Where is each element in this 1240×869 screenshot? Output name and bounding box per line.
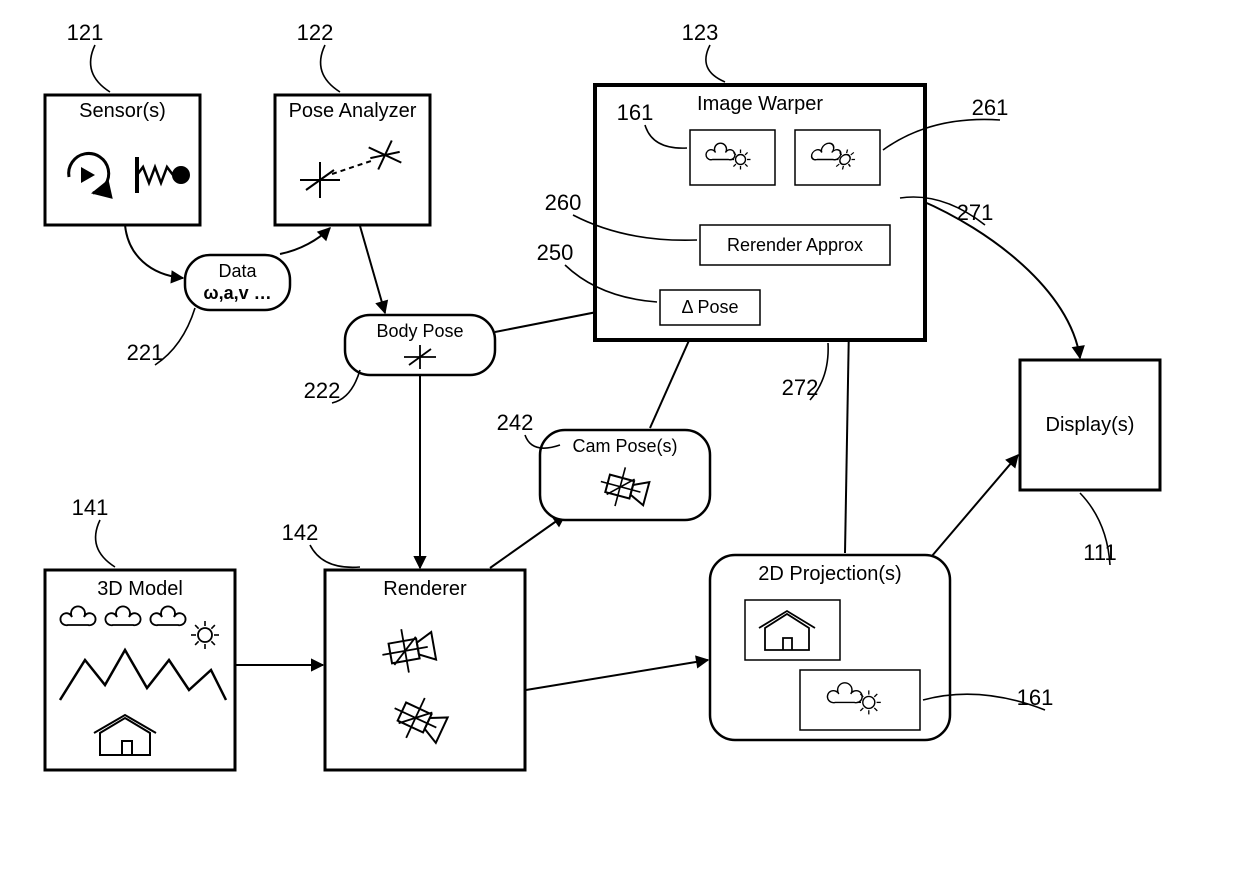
ref-122: 122 <box>297 20 334 45</box>
edge-projections-displays <box>920 455 1018 570</box>
label: Pose Analyzer <box>289 100 417 122</box>
label: Δ Pose <box>681 297 738 317</box>
label: 3D Model <box>97 578 183 600</box>
label: Rerender Approx <box>727 235 863 255</box>
label: Body Pose <box>376 321 463 341</box>
node-displays: Display(s) <box>1020 360 1160 490</box>
edge-image_warper-displays <box>920 200 1080 358</box>
label: Data <box>218 261 257 281</box>
ref-leader-141 <box>96 520 115 567</box>
ref-261: 261 <box>972 95 1009 120</box>
node-cam_poses: Cam Pose(s) <box>540 430 710 520</box>
label: Renderer <box>383 578 467 600</box>
ref-142: 142 <box>282 520 319 545</box>
edge-cam_poses-dpose <box>650 327 695 428</box>
node-model3d: 3D Model <box>45 570 235 770</box>
ref-111: 111 <box>1083 540 1116 565</box>
ref-161: 161 <box>617 100 654 125</box>
label: Cam Pose(s) <box>572 436 677 456</box>
node-data: Dataω,a,v … <box>185 255 290 310</box>
node-proj_img1 <box>745 600 840 660</box>
edge-renderer-projections <box>526 660 708 690</box>
ref-123: 123 <box>682 20 719 45</box>
ref-leader-123 <box>706 45 725 82</box>
node-body_pose: Body Pose <box>345 315 495 375</box>
label: 2D Projection(s) <box>758 563 901 585</box>
diagram-canvas: Sensor(s) Pose Analyzer Image Warper Displ… <box>0 0 1240 869</box>
ref-leader-142 <box>310 545 360 567</box>
ref-141: 141 <box>72 495 109 520</box>
node-warp_img2 <box>795 130 880 185</box>
node-dpose: Δ Pose <box>660 290 760 325</box>
edge-renderer-cam_poses <box>490 515 565 568</box>
label: Sensor(s) <box>79 100 166 122</box>
node-warp_img1 <box>690 130 775 185</box>
ref-leader-122 <box>321 45 340 92</box>
node-rerender: Rerender Approx <box>700 225 890 265</box>
node-sensors: Sensor(s) <box>45 95 200 225</box>
edge-data-pose_analyzer <box>280 228 330 254</box>
ref-121: 121 <box>67 20 104 45</box>
ref-272: 272 <box>782 375 819 400</box>
ref-250: 250 <box>537 240 574 265</box>
ref-242: 242 <box>497 410 534 435</box>
sublabel: ω,a,v … <box>203 283 271 303</box>
ref-222: 222 <box>304 378 341 403</box>
label: Image Warper <box>697 93 823 115</box>
mass-icon <box>172 166 190 184</box>
ref-161: 161 <box>1017 685 1054 710</box>
node-renderer: Renderer <box>325 570 525 770</box>
node-pose_analyzer: Pose Analyzer <box>275 95 430 225</box>
node-proj_img2 <box>800 670 920 730</box>
ref-221: 221 <box>127 340 164 365</box>
edge-sensors-data <box>125 225 183 278</box>
ref-260: 260 <box>545 190 582 215</box>
label: Display(s) <box>1046 414 1135 436</box>
ref-leader-121 <box>91 45 110 92</box>
ref-271: 271 <box>957 200 994 225</box>
edge-pose_analyzer-body_pose <box>360 226 385 313</box>
